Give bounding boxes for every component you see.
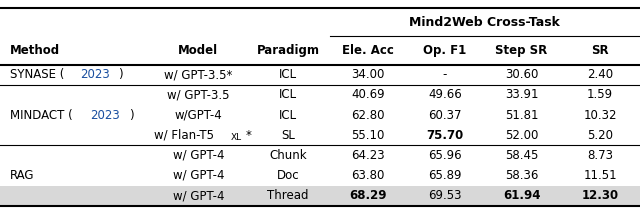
- Text: XL: XL: [231, 133, 242, 142]
- Text: ): ): [129, 109, 134, 121]
- Text: 75.70: 75.70: [426, 129, 463, 142]
- Text: 2.40: 2.40: [587, 68, 613, 81]
- Text: w/ GPT-4: w/ GPT-4: [173, 149, 224, 162]
- Text: SYNASE (: SYNASE (: [10, 68, 64, 81]
- Text: 69.53: 69.53: [428, 189, 461, 202]
- Text: w/ GPT-3.5: w/ GPT-3.5: [167, 88, 230, 101]
- Text: 30.60: 30.60: [505, 68, 538, 81]
- Text: -: -: [443, 68, 447, 81]
- Text: 2023: 2023: [91, 109, 120, 121]
- Text: 40.69: 40.69: [351, 88, 385, 101]
- Text: Ele. Acc: Ele. Acc: [342, 44, 394, 57]
- Text: Step SR: Step SR: [495, 44, 548, 57]
- Text: 1.59: 1.59: [587, 88, 613, 101]
- Text: *: *: [245, 129, 252, 142]
- Text: Paradigm: Paradigm: [257, 44, 319, 57]
- Text: 55.10: 55.10: [351, 129, 385, 142]
- Text: Mind2Web Cross-Task: Mind2Web Cross-Task: [410, 16, 560, 29]
- Text: w/ GPT-3.5*: w/ GPT-3.5*: [164, 68, 232, 81]
- Text: w/ GPT-4: w/ GPT-4: [173, 189, 224, 202]
- Text: SL: SL: [281, 129, 295, 142]
- Text: 10.32: 10.32: [583, 109, 617, 121]
- Text: 65.89: 65.89: [428, 169, 461, 182]
- Text: 33.91: 33.91: [505, 88, 538, 101]
- Text: w/ Flan-T5: w/ Flan-T5: [154, 129, 214, 142]
- Text: 63.80: 63.80: [351, 169, 385, 182]
- Text: 61.94: 61.94: [503, 189, 540, 202]
- Text: w/GPT-4: w/GPT-4: [175, 109, 222, 121]
- Text: 68.29: 68.29: [349, 189, 387, 202]
- Text: MINDACT (: MINDACT (: [10, 109, 72, 121]
- Bar: [0, 186, 640, 206]
- Text: ICL: ICL: [279, 68, 297, 81]
- Text: Op. F1: Op. F1: [423, 44, 467, 57]
- Text: 52.00: 52.00: [505, 129, 538, 142]
- Text: 12.30: 12.30: [581, 189, 619, 202]
- Text: 62.80: 62.80: [351, 109, 385, 121]
- Text: Method: Method: [10, 44, 60, 57]
- Text: Doc: Doc: [276, 169, 300, 182]
- Text: ICL: ICL: [279, 109, 297, 121]
- Text: 5.20: 5.20: [587, 129, 613, 142]
- Text: 8.73: 8.73: [587, 149, 613, 162]
- Text: ): ): [118, 68, 123, 81]
- Text: Thread: Thread: [268, 189, 308, 202]
- Text: 65.96: 65.96: [428, 149, 461, 162]
- Text: ICL: ICL: [279, 88, 297, 101]
- Text: 60.37: 60.37: [428, 109, 461, 121]
- Text: 11.51: 11.51: [583, 169, 617, 182]
- Text: 58.36: 58.36: [505, 169, 538, 182]
- Text: 58.45: 58.45: [505, 149, 538, 162]
- Text: SR: SR: [591, 44, 609, 57]
- Text: Chunk: Chunk: [269, 149, 307, 162]
- Text: 64.23: 64.23: [351, 149, 385, 162]
- Text: 34.00: 34.00: [351, 68, 385, 81]
- Text: 49.66: 49.66: [428, 88, 461, 101]
- Text: 51.81: 51.81: [505, 109, 538, 121]
- Text: 2023: 2023: [80, 68, 109, 81]
- Text: RAG: RAG: [10, 169, 34, 182]
- Text: Model: Model: [179, 44, 218, 57]
- Text: w/ GPT-4: w/ GPT-4: [173, 169, 224, 182]
